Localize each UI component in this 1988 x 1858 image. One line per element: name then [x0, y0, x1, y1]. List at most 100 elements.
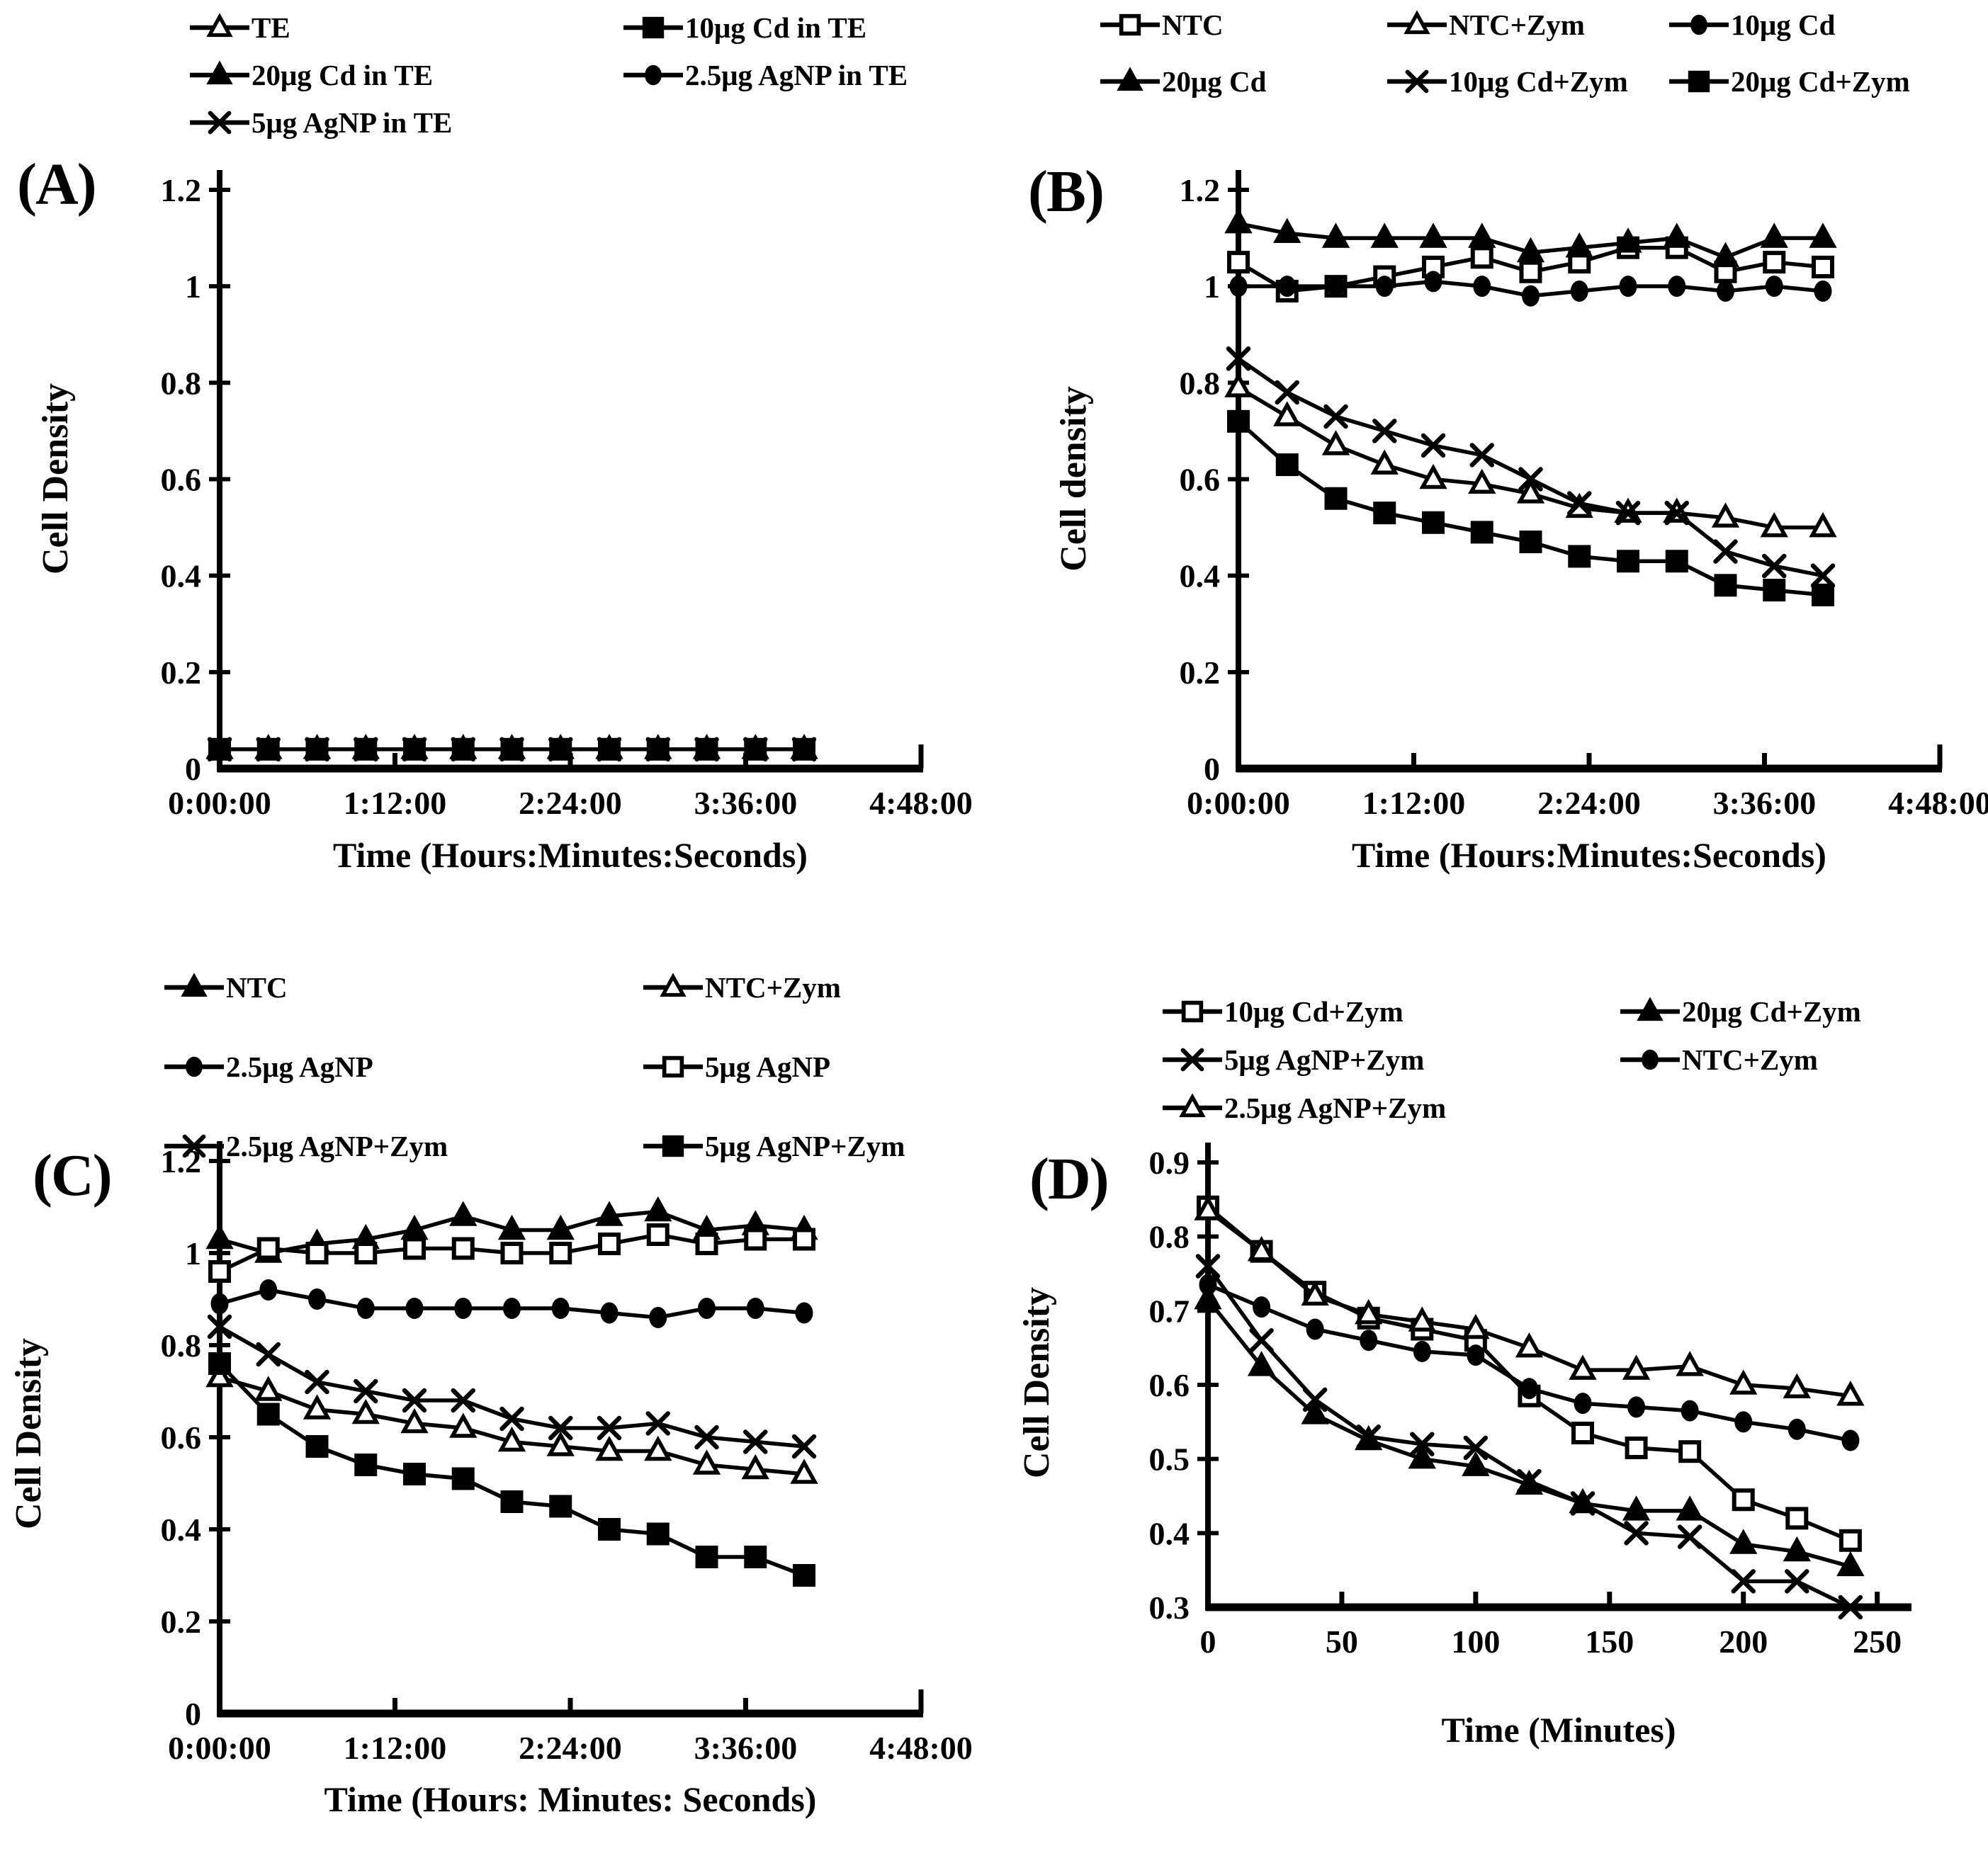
series-20μg Cd	[1224, 208, 1837, 268]
square-open-marker-icon	[744, 1228, 767, 1251]
tick-label: 2:24:00	[1537, 785, 1641, 821]
x-marker-icon	[1195, 1254, 1221, 1279]
circle-filled-marker-icon	[308, 1288, 326, 1310]
triangle-open-marker-icon	[400, 1407, 429, 1434]
circle-filled-marker-icon	[1681, 1400, 1699, 1422]
x-marker-icon	[1677, 1524, 1702, 1549]
circle-filled-marker-icon	[454, 1298, 473, 1319]
x-marker-icon	[597, 1415, 622, 1441]
square-open-marker-icon	[305, 1242, 329, 1264]
x-marker-icon	[1463, 1435, 1489, 1461]
tick-label: 3:36:00	[694, 1730, 798, 1766]
x-marker-icon	[1517, 1468, 1542, 1494]
panel-letter-c: (C)	[33, 1143, 113, 1208]
square-filled-marker-icon	[500, 1490, 524, 1513]
x-marker-icon	[791, 1434, 817, 1459]
series-2.5μg AgNP	[210, 1279, 813, 1328]
triangle-open-marker-icon	[1569, 1354, 1597, 1380]
tick-label: 200	[1719, 1624, 1768, 1660]
tick-label: 0.4	[161, 1512, 202, 1548]
series-NTC+Zym	[1199, 1274, 1860, 1451]
series-10μg Cd+Zym	[1226, 346, 1836, 588]
square-filled-marker-icon	[403, 1463, 426, 1485]
tick-label: 0.7	[1149, 1293, 1190, 1329]
square-filled-marker-icon	[793, 1564, 815, 1587]
square-filled-marker-icon	[1275, 453, 1299, 477]
x-marker-icon	[1249, 1327, 1274, 1353]
square-filled-marker-icon	[1763, 579, 1786, 602]
x-marker-icon	[354, 1378, 378, 1404]
triangle-filled-marker-icon	[1462, 1451, 1490, 1476]
triangle-filled-marker-icon	[205, 1223, 234, 1250]
square-filled-marker-icon	[1519, 531, 1542, 554]
tick-label: 0.6	[1149, 1367, 1190, 1403]
y-axis-label: Cell Density	[35, 383, 76, 575]
x-marker-icon	[1356, 1424, 1381, 1449]
square-filled-marker-icon	[1422, 511, 1445, 534]
x-marker-icon	[1421, 433, 1446, 458]
square-open-marker-icon	[549, 1242, 572, 1264]
tick-label: 0.2	[161, 1604, 202, 1640]
x-marker-icon	[1615, 500, 1641, 526]
tick-label: 0	[1204, 751, 1220, 787]
triangle-filled-marker-icon	[1676, 1495, 1704, 1521]
x-marker-icon	[451, 1388, 475, 1413]
triangle-filled-marker-icon	[595, 1201, 623, 1226]
square-open-marker-icon	[1571, 1422, 1595, 1445]
triangle-open-marker-icon	[1783, 1373, 1811, 1398]
square-filled-marker-icon	[695, 1546, 718, 1568]
tick-label: 0.5	[1149, 1441, 1190, 1478]
circle-filled-marker-icon	[1814, 280, 1832, 302]
tick-label: 1:12:00	[1362, 785, 1466, 821]
tick-label: 0:00:00	[168, 785, 271, 821]
x-marker-icon	[207, 1314, 232, 1339]
square-open-marker-icon	[646, 1223, 670, 1246]
tick-label: 2:24:00	[519, 1730, 622, 1766]
square-filled-marker-icon	[598, 1518, 621, 1541]
x-marker-icon	[743, 1429, 768, 1454]
x-marker-icon	[1664, 500, 1689, 526]
y-axis-label: Cell density	[1054, 386, 1094, 572]
circle-filled-marker-icon	[405, 1298, 424, 1319]
triangle-filled-marker-icon	[1321, 222, 1350, 248]
series-10μg Cd	[1229, 271, 1832, 307]
triangle-filled-marker-icon	[1516, 237, 1545, 263]
x-marker-icon	[1372, 419, 1397, 443]
square-filled-marker-icon	[646, 737, 670, 761]
triangle-filled-marker-icon	[1760, 222, 1788, 248]
y-axis-label: Cell Density	[1017, 1286, 1057, 1479]
tick-label: 0.4	[161, 558, 202, 594]
square-open-marker-icon	[451, 1237, 475, 1260]
tick-label: 0.8	[161, 1327, 202, 1364]
triangle-filled-marker-icon	[1419, 222, 1447, 248]
square-open-marker-icon	[208, 1260, 231, 1283]
triangle-filled-marker-icon	[1468, 222, 1496, 248]
x-marker-icon	[499, 1406, 524, 1432]
panel-b: 0 0.2 0.4 0.6 0.8 1 1.2 0:00:00 1:12:00 2:24:00 3:…	[994, 0, 1988, 929]
x-marker-icon	[1518, 467, 1543, 492]
x-marker-icon	[1624, 1521, 1649, 1546]
triangle-filled-marker-icon	[449, 1201, 478, 1226]
triangle-open-marker-icon	[1836, 1381, 1865, 1406]
triangle-filled-marker-icon	[1370, 222, 1399, 248]
series-line	[1207, 1283, 1851, 1443]
circle-filled-marker-icon	[1467, 1344, 1485, 1366]
square-open-marker-icon	[1625, 1436, 1648, 1459]
tick-label: 0.2	[161, 655, 202, 691]
triangle-open-marker-icon	[1462, 1313, 1490, 1339]
triangle-open-marker-icon	[1370, 449, 1399, 475]
square-open-marker-icon	[1763, 251, 1786, 274]
x-marker-icon	[1323, 404, 1348, 429]
series-5μg AgNP+Zym	[1195, 1254, 1863, 1620]
series-NTC+Zym	[1224, 372, 1837, 538]
triangle-filled-marker-icon	[1273, 217, 1301, 244]
circle-filled-marker-icon	[1520, 1378, 1538, 1400]
x-marker-icon	[1762, 553, 1787, 579]
tick-label: 4:48:00	[869, 1730, 973, 1766]
panel-letter-d: (D)	[1029, 1146, 1109, 1212]
circle-filled-marker-icon	[1619, 276, 1637, 298]
square-filled-marker-icon	[208, 1352, 231, 1375]
triangle-open-marker-icon	[546, 1431, 575, 1456]
triangle-open-marker-icon	[1321, 430, 1350, 455]
tick-label: 0	[185, 751, 201, 787]
